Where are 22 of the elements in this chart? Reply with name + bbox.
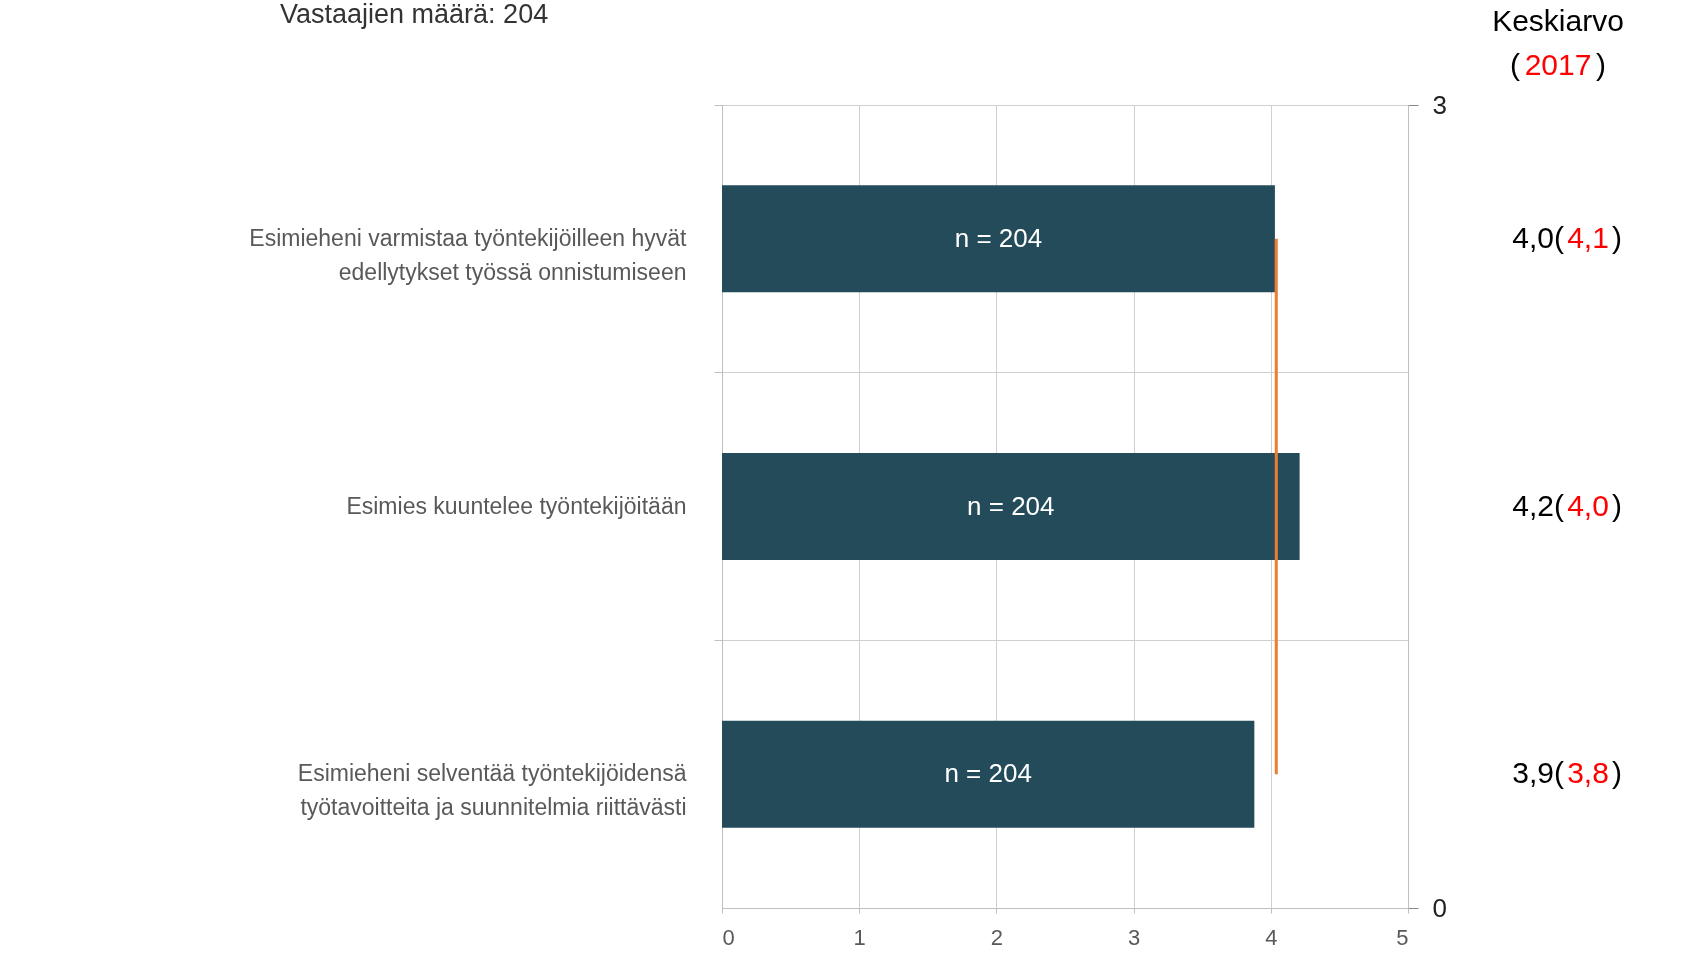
bar bbox=[722, 720, 1255, 828]
text: Vastaajien määrä: 204 bbox=[280, 0, 549, 29]
x-tick-label: 1 bbox=[853, 924, 866, 950]
bar bbox=[722, 452, 1300, 561]
x-tick-label: 3 bbox=[1127, 924, 1141, 950]
y-tick-label: Esimies kuuntelee työntekijöitään bbox=[346, 492, 687, 519]
text: 4,0(4,1) bbox=[1512, 220, 1622, 254]
text: 4,2(4,0) bbox=[1512, 488, 1622, 522]
x-tick-label: 5 bbox=[1396, 924, 1409, 950]
bar bbox=[722, 185, 1275, 293]
y-tick-label: Esimieheni varmistaa työntekijöilleen hyvät edellytykset työssä onnistumiseen bbox=[249, 224, 688, 285]
x-tick-label: 0 bbox=[722, 924, 735, 950]
text: 3,9(3,8) bbox=[1512, 756, 1622, 790]
annotation: n = 204 bbox=[944, 758, 1032, 789]
x-tick-label: 4 bbox=[1265, 924, 1278, 950]
y2-tick-label: 0 bbox=[1432, 892, 1447, 923]
annotation: n = 204 bbox=[967, 490, 1055, 521]
annotation: n = 204 bbox=[954, 222, 1043, 253]
y2-tick-label: 3 bbox=[1432, 89, 1447, 120]
y-tick-label: Esimieheni selventää työntekijöidensä työtavoitteita ja suunnitelmia riittävästi bbox=[297, 760, 687, 821]
x-tick-label: 2 bbox=[990, 924, 1004, 950]
text: Keskiarvo(2017) bbox=[1492, 4, 1624, 81]
